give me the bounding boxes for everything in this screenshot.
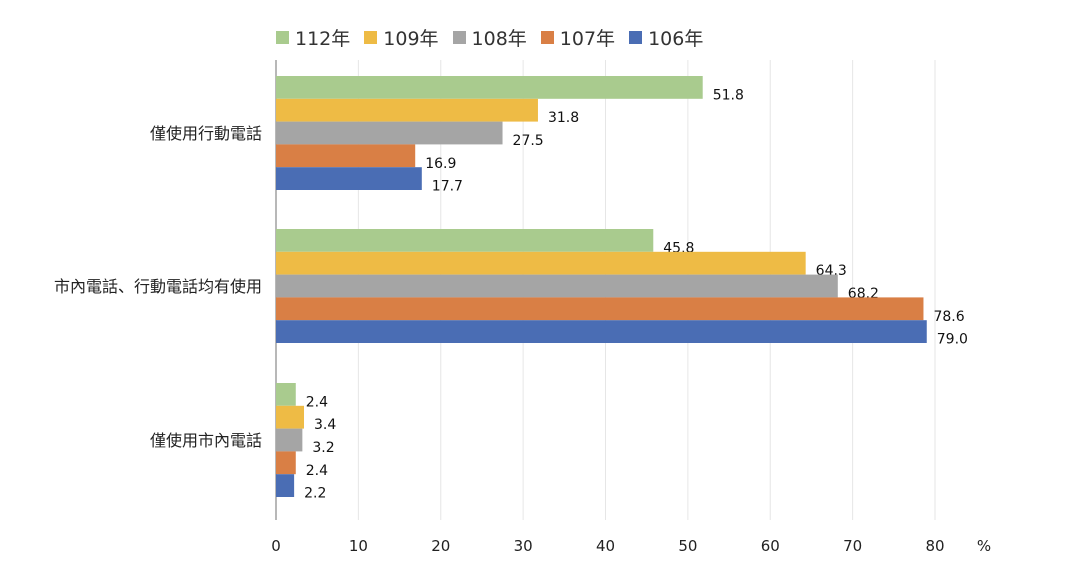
- data-label: 3.2: [312, 440, 334, 456]
- legend-swatch: [629, 31, 643, 44]
- bar: [276, 121, 503, 145]
- x-tick-label: 80: [925, 537, 944, 555]
- unit-label: %: [977, 537, 991, 555]
- bar: [276, 383, 296, 406]
- bar: [276, 167, 422, 190]
- x-tick-label: 30: [514, 537, 533, 555]
- data-label: 79.0: [937, 332, 968, 348]
- legend-label: 112年: [295, 28, 351, 50]
- legend-item: 108年: [452, 24, 527, 51]
- bar: [276, 76, 703, 99]
- legend: 112年 109年 108年 107年 106年: [276, 24, 703, 51]
- bar: [276, 474, 295, 497]
- data-label: 2.2: [304, 486, 326, 502]
- x-tick-label: 0: [271, 537, 281, 555]
- legend-label: 108年: [471, 28, 527, 50]
- legend-item: 109年: [364, 24, 439, 51]
- legend-label: 107年: [559, 28, 616, 50]
- bar: [276, 251, 806, 275]
- bar: [276, 451, 296, 475]
- data-label: 2.4: [306, 463, 328, 479]
- bar: [276, 144, 416, 168]
- legend-label: 109年: [383, 28, 439, 50]
- bar: [276, 320, 927, 343]
- data-label: 16.9: [425, 156, 456, 172]
- legend-label: 106年: [648, 28, 704, 50]
- category-label: 市內電話、行動電話均有使用: [54, 277, 262, 296]
- legend-swatch: [540, 31, 554, 44]
- data-label: 27.5: [513, 133, 544, 149]
- legend-item: 112年: [276, 24, 350, 51]
- data-label: 78.6: [933, 309, 964, 325]
- bar: [276, 428, 303, 452]
- category-label: 僅使用行動電話: [150, 124, 262, 143]
- legend-swatch: [276, 31, 289, 44]
- legend-swatch: [452, 31, 466, 44]
- data-label: 51.8: [713, 87, 744, 103]
- legend-item: 106年: [629, 24, 703, 51]
- bar: [276, 229, 654, 252]
- x-tick-label: 50: [678, 537, 697, 555]
- x-tick-label: 10: [349, 537, 368, 555]
- bar: [276, 405, 305, 429]
- legend-item: 107年: [540, 24, 616, 51]
- x-tick-label: 20: [431, 537, 450, 555]
- bar: [276, 98, 538, 122]
- x-tick-label: 40: [596, 537, 615, 555]
- bar: [276, 297, 924, 321]
- data-label: 3.4: [314, 417, 336, 433]
- data-label: 17.7: [432, 179, 463, 195]
- legend-swatch: [364, 31, 378, 44]
- bar: [276, 274, 838, 298]
- x-tick-label: 70: [843, 537, 862, 555]
- x-tick-label: 60: [761, 537, 780, 555]
- data-label: 2.4: [306, 394, 328, 410]
- data-label: 31.8: [548, 110, 579, 126]
- category-label: 僅使用市內電話: [150, 431, 262, 450]
